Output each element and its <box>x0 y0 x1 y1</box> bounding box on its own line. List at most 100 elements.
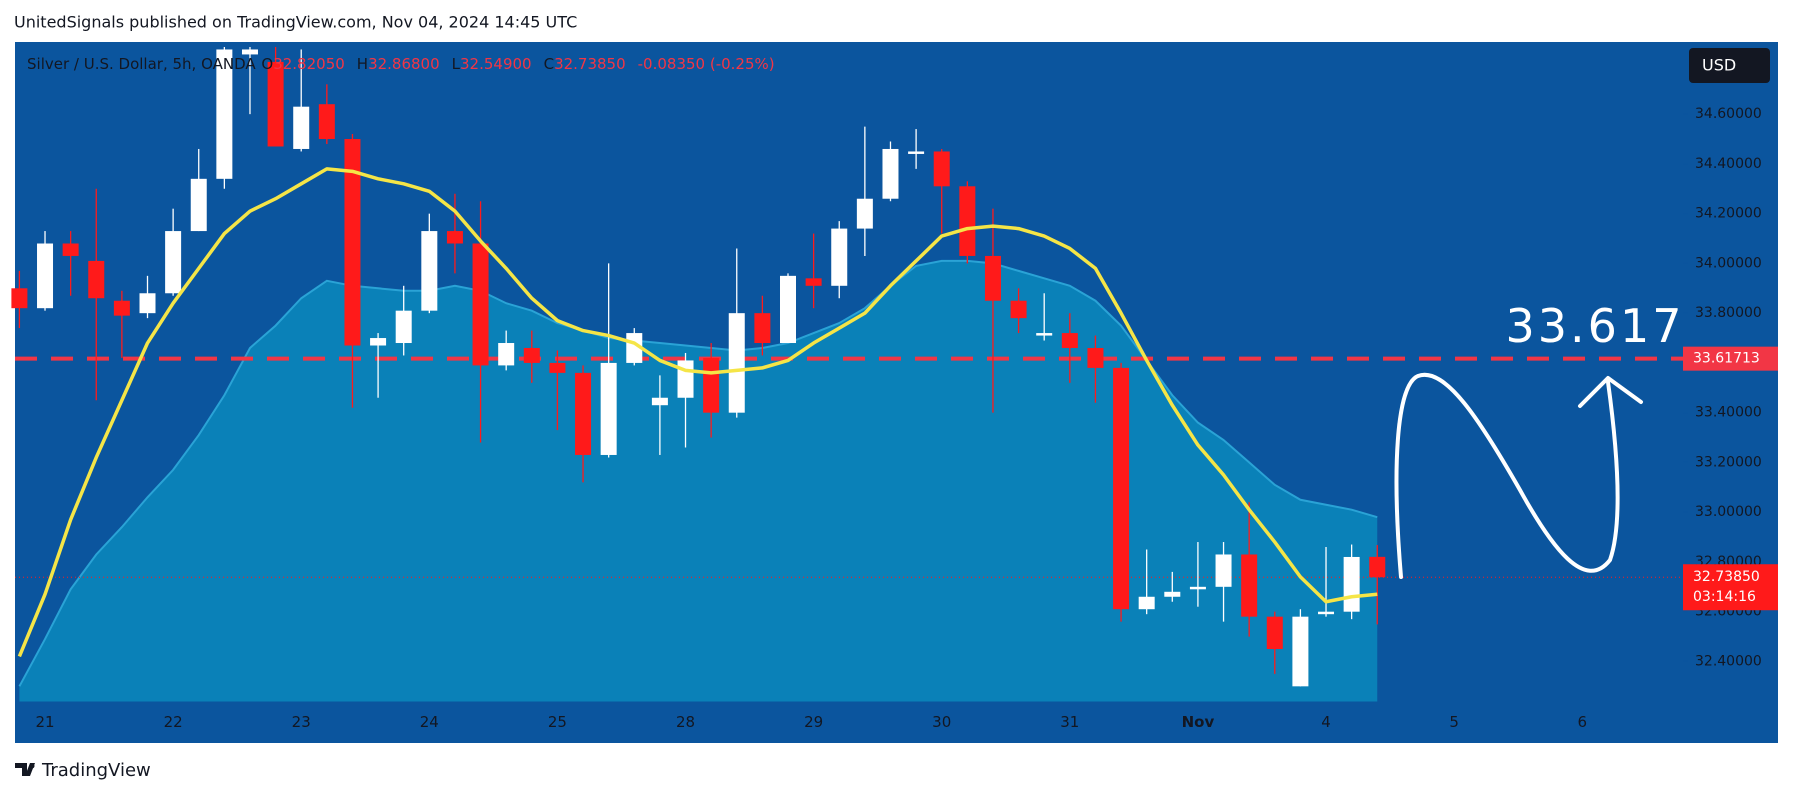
candle-body <box>1138 596 1155 610</box>
y-tick-label: 33.80000 <box>1695 305 1762 321</box>
x-tick-label: 25 <box>548 713 567 731</box>
candle-body <box>498 343 515 366</box>
candle-body <box>139 293 156 314</box>
candle-body <box>549 362 566 373</box>
y-tick-label: 33.40000 <box>1695 405 1762 421</box>
candle-body <box>728 313 745 413</box>
candle-body <box>165 231 182 294</box>
candle-body <box>241 49 258 55</box>
high-label: H <box>357 55 368 73</box>
candle-body <box>446 231 463 244</box>
currency-button[interactable] <box>1689 48 1770 83</box>
candle-body <box>882 148 899 199</box>
high-value: 32.86800 <box>368 55 440 73</box>
currency-label[interactable]: USD <box>1702 56 1736 75</box>
tradingview-logo <box>15 763 35 776</box>
legend: Silver / U.S. Dollar, 5h, OANDA O32.82050… <box>27 55 775 73</box>
x-tick-label: 29 <box>804 713 823 731</box>
plot-area: 32.4000032.6000032.8000033.0000033.20000… <box>11 42 1778 743</box>
candle-body <box>293 106 310 149</box>
price-axis <box>1683 42 1778 743</box>
change-value: -0.08350 (-0.25%) <box>638 55 775 73</box>
candle-body <box>908 151 925 154</box>
y-tick-label: 33.20000 <box>1695 454 1762 470</box>
candle-body <box>677 360 694 398</box>
candle-body <box>1266 616 1283 650</box>
level-annotation: 33.617 <box>1506 299 1685 353</box>
close-value: 32.73850 <box>554 55 626 73</box>
candle-body <box>318 104 335 140</box>
x-tick-label: 22 <box>164 713 183 731</box>
candle-body <box>395 310 412 344</box>
candle-body <box>959 186 976 256</box>
candle-body <box>267 61 284 147</box>
y-tick-label: 32.40000 <box>1695 653 1762 669</box>
last-price-tag <box>1683 564 1778 611</box>
candle-body <box>805 278 822 286</box>
candle-body <box>37 243 54 309</box>
candle-body <box>113 300 130 316</box>
candle-body <box>1318 611 1335 615</box>
candle-body <box>831 228 848 286</box>
x-tick-label: 21 <box>35 713 54 731</box>
candle-body <box>984 255 1001 301</box>
candle-body <box>754 313 771 344</box>
level-price-label: 33.61713 <box>1693 351 1760 367</box>
x-tick-label: 30 <box>932 713 951 731</box>
candle-body <box>933 151 950 187</box>
drawn-arrow <box>1394 372 1620 579</box>
candle-body <box>1343 556 1360 612</box>
candle-body <box>523 347 540 363</box>
y-tick-label: 33.00000 <box>1695 504 1762 520</box>
candle-body <box>1292 616 1309 687</box>
candle-body <box>600 362 617 455</box>
candle-body <box>421 231 438 311</box>
candle-body <box>1369 556 1386 578</box>
ma-line <box>17 167 1378 658</box>
candle-body <box>1010 300 1027 319</box>
candle-body <box>1241 554 1258 617</box>
publisher-line: UnitedSignals published on TradingView.c… <box>14 13 577 32</box>
x-tick-label: 28 <box>676 713 695 731</box>
low-label: L <box>452 55 461 73</box>
candle-body <box>62 243 79 256</box>
candle-body <box>856 198 873 229</box>
candle-body <box>1036 333 1053 336</box>
close-label: C <box>544 55 554 73</box>
x-tick-label: 23 <box>292 713 311 731</box>
y-tick-label: 34.20000 <box>1695 206 1762 222</box>
x-tick-label: Nov <box>1182 713 1215 731</box>
low-value: 32.54900 <box>460 55 532 73</box>
x-tick-label: 31 <box>1060 713 1079 731</box>
arrow-head <box>1578 376 1643 408</box>
candle-body <box>1061 333 1078 348</box>
x-tick-label: 24 <box>420 713 439 731</box>
y-tick-label: 34.00000 <box>1695 255 1762 271</box>
last-price-label: 32.73850 <box>1693 569 1760 585</box>
candle-body <box>1164 591 1181 597</box>
candle-body <box>1113 367 1130 610</box>
candle-body <box>11 288 28 309</box>
candle-body <box>703 357 720 413</box>
candle-body <box>190 178 207 232</box>
y-tick-label: 34.60000 <box>1695 106 1762 122</box>
candle-body <box>370 338 387 346</box>
candle-body <box>1087 347 1104 368</box>
logo-dot <box>29 763 35 769</box>
candle-body <box>1189 586 1206 590</box>
candle-body <box>575 372 592 455</box>
countdown-label: 03:14:16 <box>1693 589 1756 605</box>
x-tick-label: 6 <box>1577 713 1587 731</box>
symbol: Silver / U.S. Dollar, 5h, OANDA <box>27 55 256 73</box>
candle-body <box>88 260 105 299</box>
candle-body <box>344 139 361 346</box>
level-price-tag <box>1683 346 1778 371</box>
candle-body <box>651 397 668 406</box>
open-label: O <box>261 55 273 73</box>
x-tick-label: 4 <box>1321 713 1331 731</box>
candle-body <box>1215 554 1232 587</box>
y-tick-label: 34.40000 <box>1695 156 1762 172</box>
candle-body <box>472 243 489 366</box>
